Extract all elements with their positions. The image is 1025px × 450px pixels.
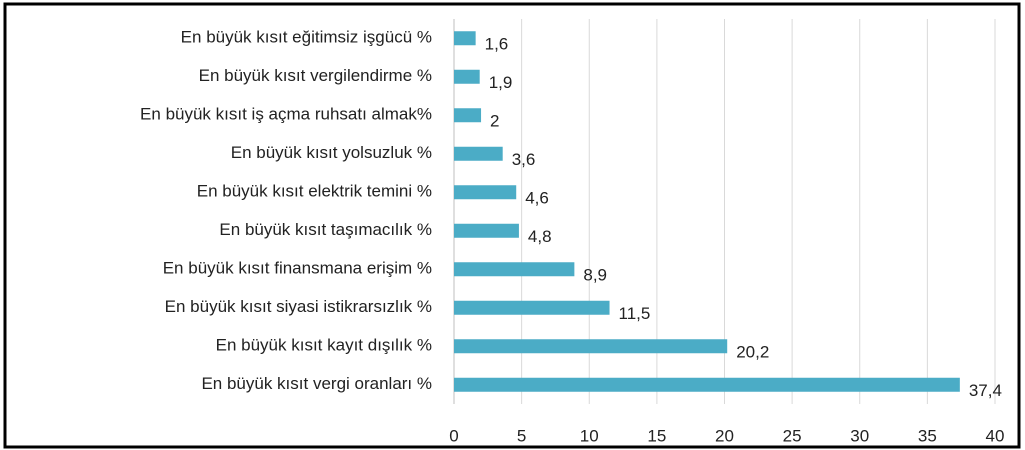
- value-label: 1,6: [485, 35, 509, 54]
- x-tick-label: 40: [986, 426, 1005, 445]
- value-label: 4,6: [525, 189, 549, 208]
- value-label: 3,6: [512, 150, 536, 169]
- value-label: 11,5: [619, 304, 651, 323]
- x-tick-label: 30: [850, 426, 869, 445]
- bar: [454, 223, 519, 238]
- bar: [454, 69, 480, 84]
- category-label: En büyük kısıt vergilendirme %: [199, 66, 432, 85]
- value-label: 37,4: [969, 381, 1002, 400]
- value-label: 4,8: [528, 227, 552, 246]
- category-label: En büyük kısıt yolsuzluk %: [231, 143, 432, 162]
- bar: [454, 300, 610, 315]
- value-label: 1,9: [489, 73, 513, 92]
- value-label: 20,2: [736, 343, 769, 362]
- bar: [454, 262, 575, 277]
- bar: [454, 146, 503, 161]
- x-tick-label: 25: [783, 426, 802, 445]
- category-label: En büyük kısıt eğitimsiz işgücü %: [181, 28, 432, 47]
- value-label: 2: [490, 112, 499, 131]
- category-label: En büyük kısıt kayıt dışılık %: [216, 336, 432, 355]
- bar: [454, 185, 517, 200]
- category-label: En büyük kısıt finansmana erişim %: [163, 259, 432, 278]
- category-label: En büyük kısıt elektrik temini %: [197, 182, 432, 201]
- bar: [454, 108, 482, 123]
- category-label: En büyük kısıt vergi oranları %: [201, 374, 432, 393]
- x-tick-label: 5: [517, 426, 526, 445]
- x-tick-label: 0: [449, 426, 458, 445]
- bar: [454, 339, 728, 354]
- category-label: En büyük kısıt taşımacılık %: [219, 220, 432, 239]
- bar: [454, 377, 960, 392]
- x-tick-label: 35: [918, 426, 937, 445]
- x-tick-label: 15: [647, 426, 666, 445]
- x-tick-label: 10: [580, 426, 599, 445]
- bar: [454, 31, 476, 46]
- value-label: 8,9: [583, 266, 607, 285]
- x-tick-label: 20: [715, 426, 734, 445]
- category-label: En büyük kısıt siyasi istikrarsızlık %: [165, 297, 432, 316]
- category-label: En büyük kısıt iş açma ruhsatı almak%: [140, 105, 432, 124]
